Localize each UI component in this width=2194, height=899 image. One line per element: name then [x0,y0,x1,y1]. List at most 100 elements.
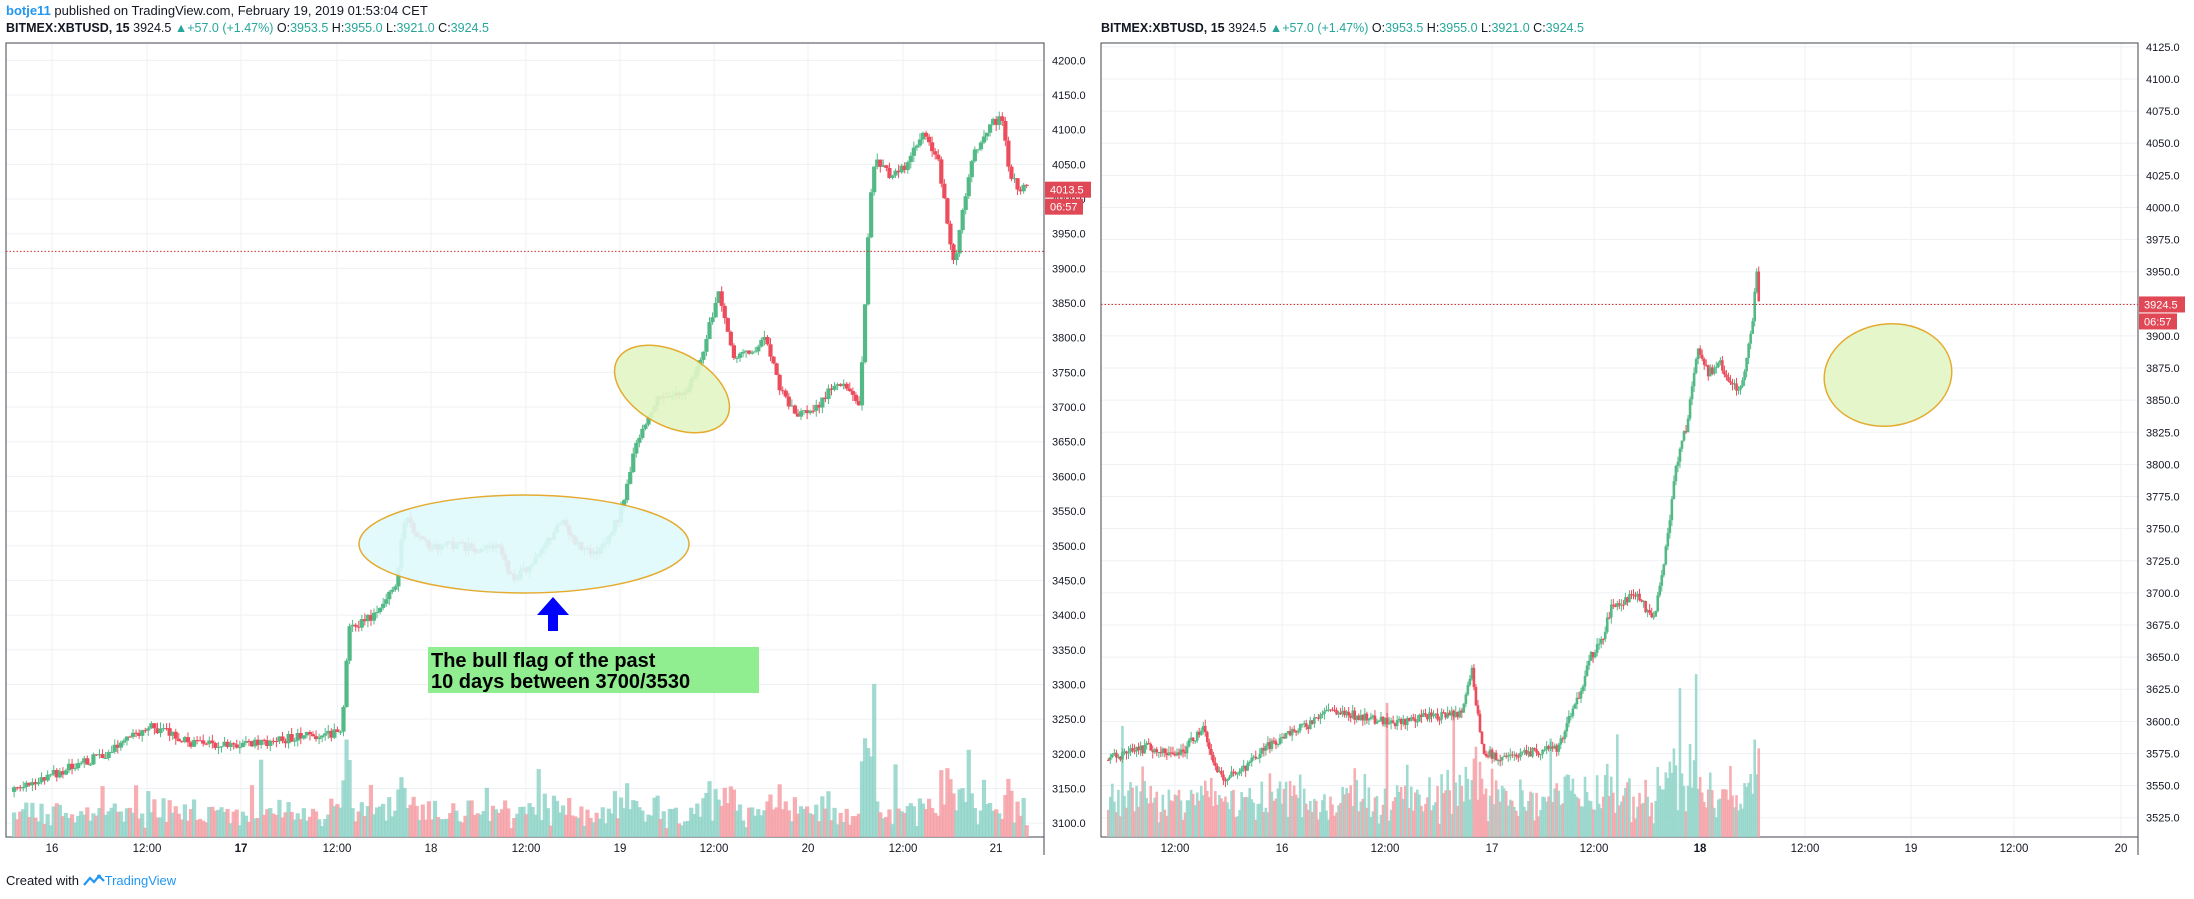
volume-bar [786,810,791,837]
candle-body [1262,748,1266,751]
candle-body [259,739,264,745]
candle-body [332,729,337,738]
volume-bar [1252,802,1256,837]
volume-bar [859,761,865,837]
candle-body [1684,431,1688,433]
volume-bar [1672,748,1676,837]
volume-bar [1674,765,1678,837]
candle-body [1553,745,1557,749]
y-tick-label: 3800.0 [1052,333,1086,345]
volume-bar [1015,801,1020,837]
candle-body [213,742,218,748]
candle-body [1662,564,1666,576]
volume-bar [1383,788,1387,837]
candle-body [768,344,773,357]
candle-body [960,210,965,231]
candle-body [146,728,151,731]
low-label: L: [386,21,397,35]
candle-body [1163,748,1167,753]
volume-bar [981,779,987,837]
volume-bar [1163,809,1167,837]
candle-body [216,746,221,748]
candle-body [1236,773,1239,775]
candle-body [1191,737,1195,741]
volume-bar [1521,790,1524,837]
candle-body [368,614,374,621]
candle-body [143,730,148,732]
volume-bar [1294,794,1298,837]
candle-body [1646,610,1649,613]
volume-bar [124,808,130,837]
volume-bar [978,810,984,837]
candle-body [1319,714,1322,719]
volume-bar [634,800,639,837]
volume-bar [140,813,145,837]
volume-bar [442,819,447,837]
volume-bar [975,824,980,837]
volume-bar [1335,812,1338,837]
volume-bar [1743,783,1746,837]
volume-bar [289,811,294,837]
volume-bar [585,809,590,837]
candle-body [792,405,797,414]
volume-bar [1723,789,1726,837]
volume-bar [615,818,621,837]
candle-body [1385,718,1389,725]
volume-bar [1733,807,1736,837]
volume-bar [1573,794,1577,837]
candle-body [1021,184,1026,192]
candle-body [246,741,252,743]
tradingview-link[interactable]: TradingView [104,873,177,888]
y-tick-label: 3300.0 [1052,679,1086,691]
candle-body [1638,593,1641,601]
candle-body [1462,703,1466,713]
candle-body [981,136,987,143]
close-value: 3924.5 [1545,21,1584,35]
volume-bar [1155,791,1159,837]
volume-bar [1185,800,1189,837]
volume-bar [1311,811,1314,837]
volume-bar [1533,820,1536,837]
y-tick-label: 4125.0 [2146,42,2180,54]
candle-body [814,404,819,411]
volume-bar [1472,758,1476,837]
volume-bar [469,800,474,837]
volume-bar [1260,781,1264,837]
candle-body [850,391,855,395]
candle-body [838,384,843,387]
candle-body [1565,723,1569,732]
candle-body [1624,597,1627,605]
volume-bar [341,780,346,837]
volume-bar [51,806,56,837]
volume-bar [15,819,20,837]
candle-body [817,404,822,408]
volume-bar [85,807,90,837]
volume-bar [362,816,367,837]
volume-bar [719,805,724,837]
volume-bar [664,828,669,837]
candle-body [1597,643,1601,645]
candle-body [280,736,285,741]
author-name[interactable]: botje11 [6,3,51,18]
volume-bar [457,821,462,837]
volume-bar [530,806,535,837]
right-chart[interactable]: 3525.0 3550.0 3575.0 3600.0 3625.0 3650.0 3675… [1100,42,2185,855]
candle-body [759,340,764,347]
volume-bar [1306,809,1310,837]
y-tick-label: 3150.0 [1052,783,1086,795]
volume-bar [1678,688,1682,837]
candle-body [1446,712,1449,718]
volume-bar [484,787,489,837]
volume-bar [1228,809,1231,837]
candle-body [1311,720,1314,724]
candle-body [1545,746,1548,750]
volume-bar [1656,766,1660,837]
candle-body [1203,725,1207,733]
volume-bar [1684,811,1688,837]
candle-body [94,754,99,756]
candle-body [155,728,160,734]
candle-body [890,175,895,178]
candle-body [381,603,386,608]
left-chart[interactable]: 3100.0 3150.0 3200.0 3250.0 3300.0 3350.0 3400… [5,42,1091,855]
